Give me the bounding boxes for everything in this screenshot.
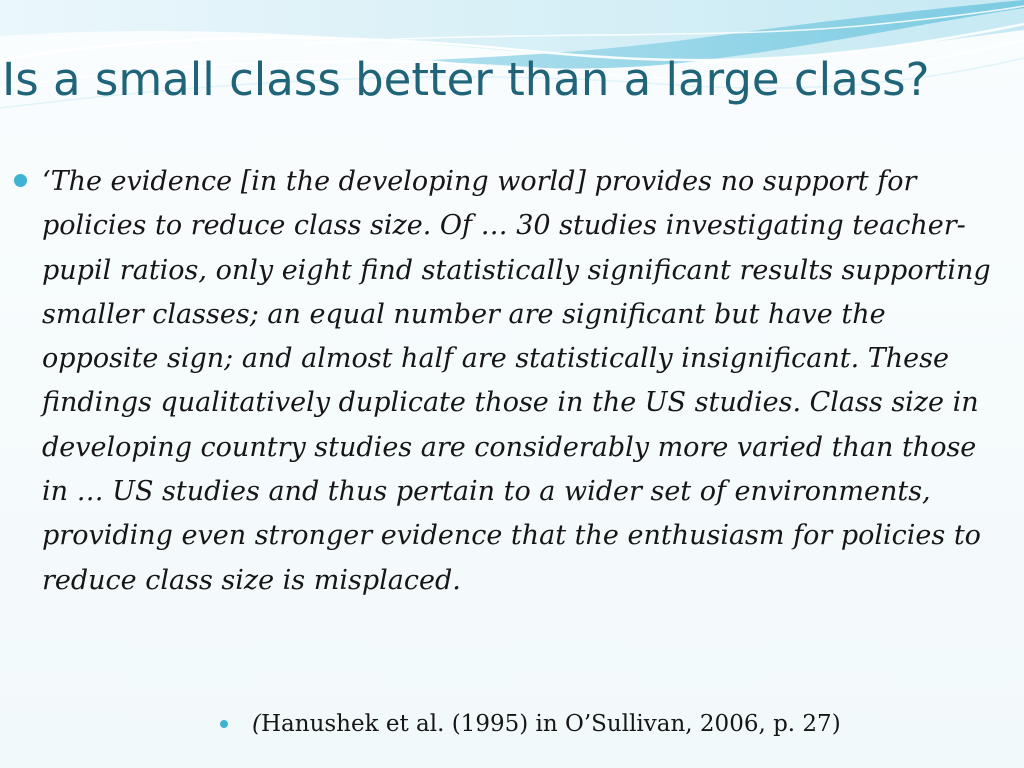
citation: (Hanushek et al. (1995) in O’Sullivan, 2… — [252, 706, 841, 742]
slide-title: Is a small class better than a large cla… — [2, 53, 930, 106]
bullet-dot-icon — [14, 174, 27, 187]
wave-line-1 — [0, 22, 1024, 62]
header-wave-decoration — [0, 0, 1024, 109]
wave-line-3 — [0, 57, 1024, 109]
citation-text: Hanushek et al. (1995) in O’Sullivan, 20… — [260, 711, 841, 737]
bullet-dot-icon — [220, 720, 228, 728]
wave-line-4 — [299, 5, 1024, 45]
citation-open-paren: ( — [252, 711, 261, 737]
wave-line-2 — [0, 39, 1024, 89]
quote-text: ‘The evidence [in the developing world] … — [42, 166, 991, 596]
wave-band-front — [0, 0, 1024, 69]
